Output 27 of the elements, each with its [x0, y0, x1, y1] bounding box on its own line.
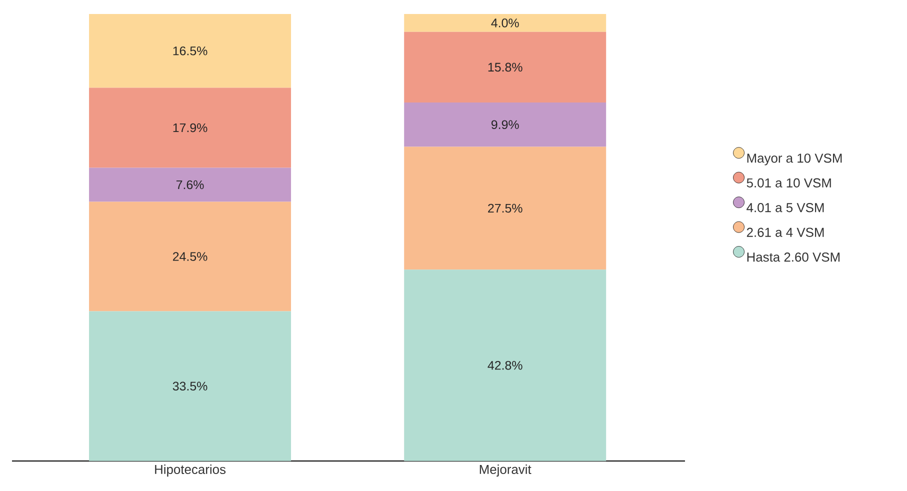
legend-label: 4.01 a 5 VSM — [746, 203, 824, 212]
bar — [89, 202, 292, 312]
data-label: 33.5% — [172, 382, 208, 391]
data-label: 4.0% — [491, 18, 519, 28]
data-label: 9.9% — [491, 120, 519, 130]
data-label: 24.5% — [172, 252, 208, 261]
legend-label: Mayor a 10 VSM — [747, 154, 842, 166]
legend-label: 2.61 a 4 VSM — [746, 228, 824, 237]
data-label: 16.5% — [173, 46, 208, 56]
x-tick-label: Hipotecarios — [155, 464, 226, 477]
data-label: 42.8% — [488, 360, 522, 370]
bar — [404, 146, 606, 270]
bar — [404, 14, 606, 32]
data-label: 7.6% — [176, 180, 204, 190]
bar — [89, 168, 292, 202]
data-label: 17.9% — [173, 123, 208, 132]
x-tick-label: Mejoravit — [480, 464, 532, 477]
legend-label: Hasta 2.60 VSM — [747, 252, 840, 262]
legend-label: 5.01 a 10 VSM — [746, 178, 831, 188]
bar — [89, 88, 292, 168]
data-label: 27.5% — [488, 204, 522, 213]
bar — [404, 32, 606, 103]
bar — [89, 14, 292, 88]
bar — [404, 102, 606, 147]
bar — [404, 270, 606, 461]
data-label: 15.8% — [488, 62, 522, 72]
bar — [89, 311, 292, 461]
